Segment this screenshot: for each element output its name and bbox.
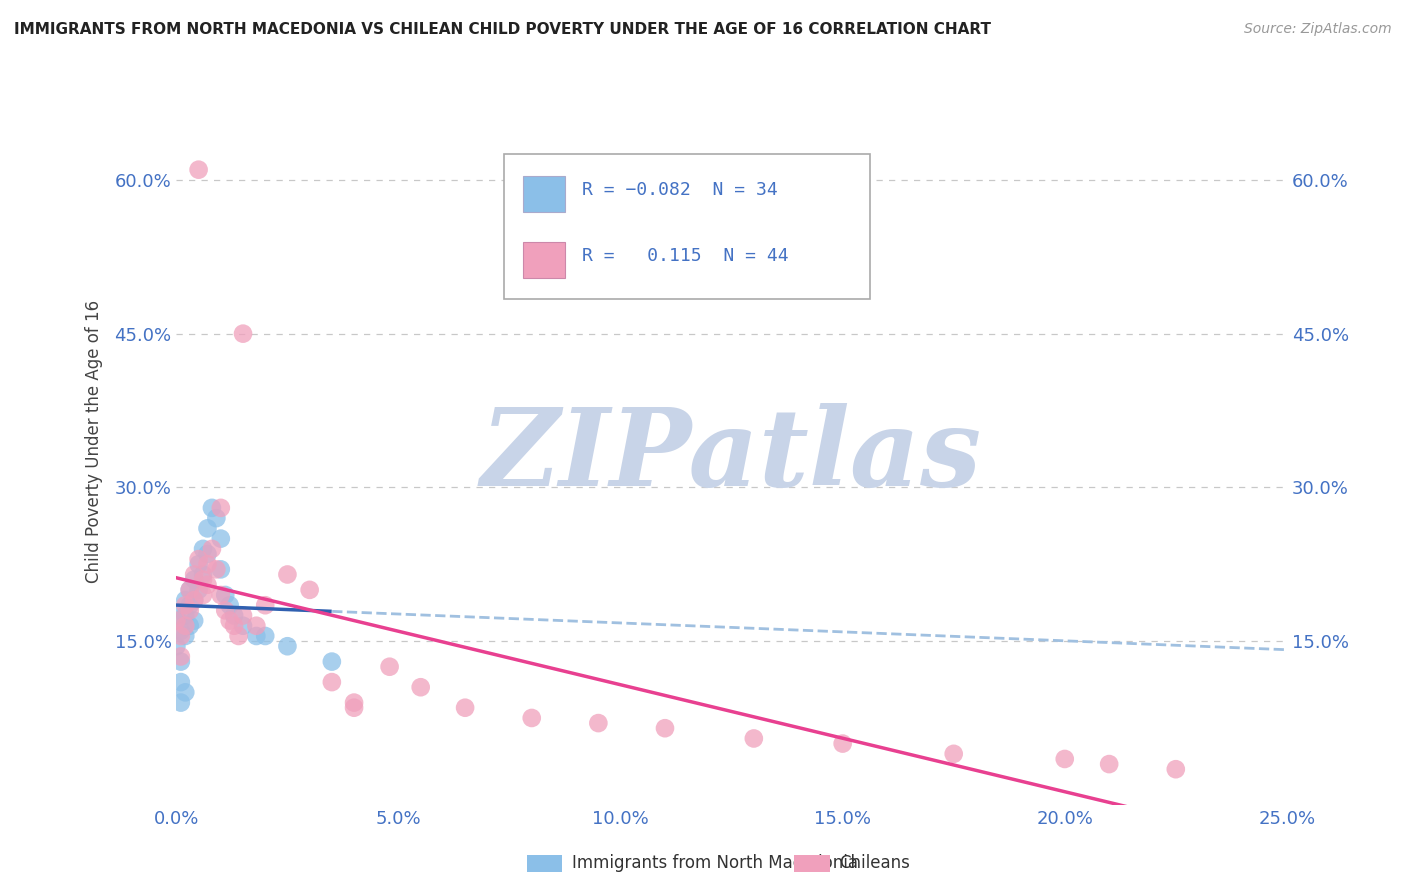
Point	[1098, 757, 1121, 772]
Point	[165, 608, 187, 623]
Point	[205, 562, 228, 576]
Point	[183, 573, 205, 587]
Point	[654, 721, 676, 735]
Point	[179, 582, 201, 597]
Point	[170, 675, 193, 690]
Point	[343, 700, 366, 714]
Point	[224, 618, 246, 632]
Point	[209, 500, 232, 515]
Point	[454, 700, 477, 714]
Point	[228, 629, 250, 643]
Point	[209, 588, 232, 602]
Text: Immigrants from North Macedonia: Immigrants from North Macedonia	[572, 855, 858, 872]
Point	[174, 629, 197, 643]
Point	[183, 593, 205, 607]
Point	[1164, 762, 1187, 776]
Point	[831, 737, 853, 751]
Point	[245, 629, 267, 643]
Text: Chileans: Chileans	[839, 855, 910, 872]
Point	[942, 747, 965, 761]
Point	[197, 547, 219, 561]
Point	[197, 521, 219, 535]
Point	[174, 599, 197, 613]
Point	[254, 599, 277, 613]
Point	[165, 614, 187, 628]
Point	[179, 603, 201, 617]
Point	[298, 582, 321, 597]
Text: ZIPatlas: ZIPatlas	[481, 403, 983, 508]
Text: R =   0.115  N = 44: R = 0.115 N = 44	[582, 247, 789, 265]
Point	[209, 532, 232, 546]
Point	[321, 675, 343, 690]
Point	[588, 716, 610, 731]
Point	[409, 680, 432, 694]
Point	[742, 731, 765, 746]
Point	[232, 608, 254, 623]
Point	[276, 639, 298, 653]
Point	[179, 599, 201, 613]
Point	[321, 655, 343, 669]
Point	[378, 659, 401, 673]
Point	[187, 552, 209, 566]
FancyBboxPatch shape	[503, 153, 870, 300]
Point	[245, 618, 267, 632]
Point	[174, 608, 197, 623]
Point	[170, 655, 193, 669]
Point	[174, 618, 197, 632]
Point	[187, 558, 209, 572]
Point	[201, 541, 224, 556]
Text: IMMIGRANTS FROM NORTH MACEDONIA VS CHILEAN CHILD POVERTY UNDER THE AGE OF 16 COR: IMMIGRANTS FROM NORTH MACEDONIA VS CHILE…	[14, 22, 991, 37]
Point	[209, 562, 232, 576]
Point	[170, 649, 193, 664]
Point	[174, 593, 197, 607]
Point	[1053, 752, 1076, 766]
Point	[205, 511, 228, 525]
Y-axis label: Child Poverty Under the Age of 16: Child Poverty Under the Age of 16	[86, 300, 103, 582]
Point	[170, 629, 193, 643]
Point	[183, 593, 205, 607]
Point	[179, 618, 201, 632]
Point	[170, 696, 193, 710]
Point	[174, 685, 197, 699]
Point	[254, 629, 277, 643]
Point	[170, 624, 193, 638]
Point	[191, 541, 214, 556]
Point	[179, 582, 201, 597]
Text: R = −0.082  N = 34: R = −0.082 N = 34	[582, 181, 778, 199]
Point	[232, 618, 254, 632]
Point	[214, 603, 236, 617]
Point	[214, 588, 236, 602]
Point	[232, 326, 254, 341]
Point	[165, 639, 187, 653]
FancyBboxPatch shape	[523, 242, 565, 277]
Point	[191, 588, 214, 602]
Point	[191, 573, 214, 587]
Point	[343, 696, 366, 710]
Point	[224, 608, 246, 623]
Point	[187, 162, 209, 177]
Point	[183, 614, 205, 628]
Point	[197, 558, 219, 572]
Point	[183, 567, 205, 582]
Point	[218, 599, 240, 613]
Point	[218, 614, 240, 628]
Point	[201, 500, 224, 515]
Point	[191, 567, 214, 582]
Point	[187, 582, 209, 597]
Point	[276, 567, 298, 582]
Point	[520, 711, 543, 725]
FancyBboxPatch shape	[523, 176, 565, 212]
Text: Source: ZipAtlas.com: Source: ZipAtlas.com	[1244, 22, 1392, 37]
Point	[197, 578, 219, 592]
